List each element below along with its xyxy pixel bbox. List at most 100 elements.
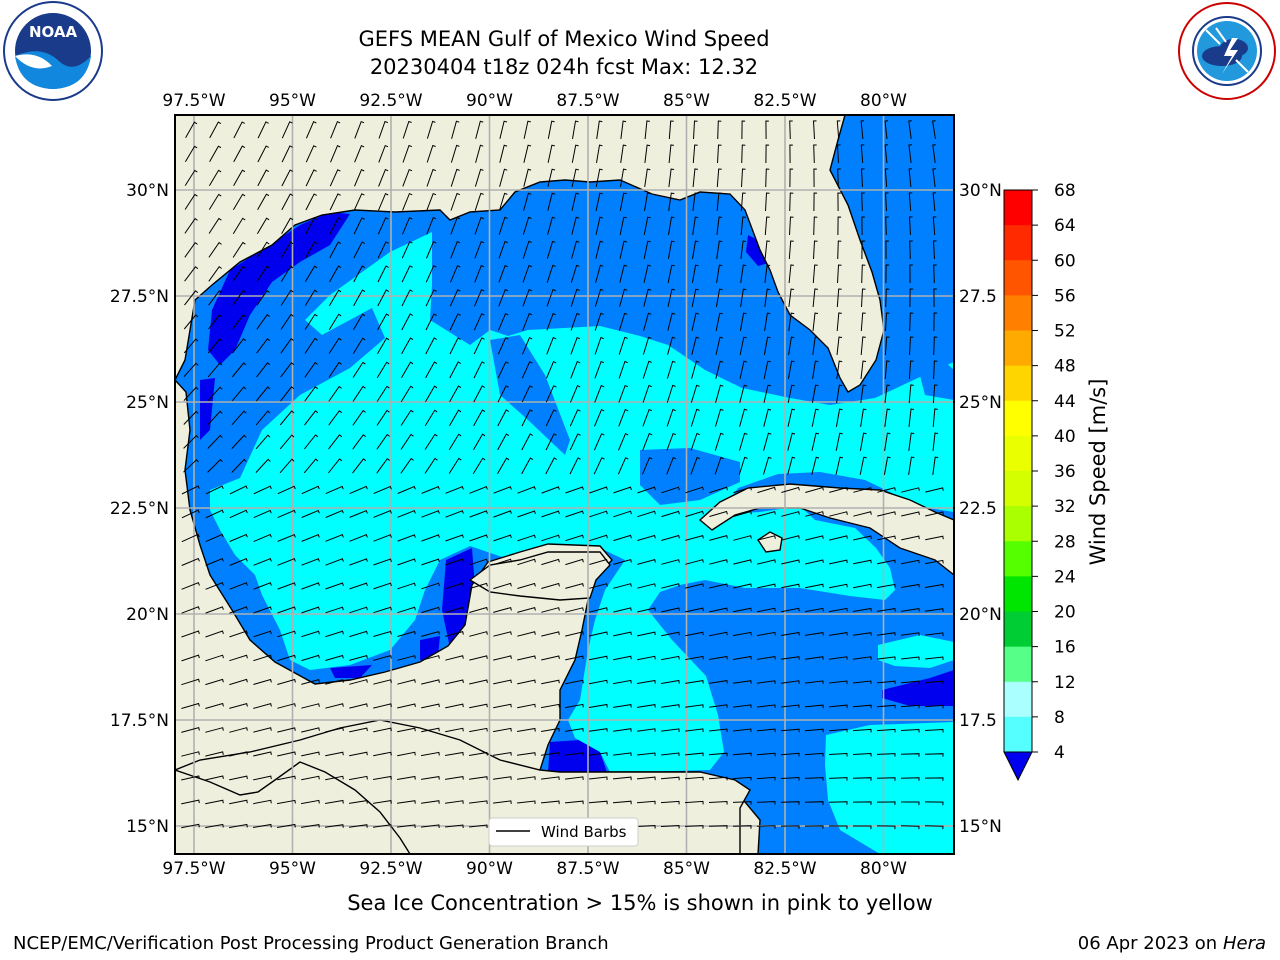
wind-barb bbox=[885, 216, 889, 236]
wind-barb bbox=[589, 534, 608, 542]
wind-barb bbox=[183, 362, 199, 378]
colorbar-band bbox=[1004, 471, 1032, 507]
wind-barb bbox=[685, 631, 704, 637]
wind-barb bbox=[402, 192, 413, 211]
wind-barb bbox=[448, 457, 462, 474]
wind-barb bbox=[253, 799, 272, 805]
wind-barb bbox=[643, 288, 652, 307]
wind-barb bbox=[813, 144, 817, 164]
wind-barb bbox=[541, 655, 560, 661]
wind-barb bbox=[716, 216, 723, 235]
wind-barb bbox=[618, 360, 628, 379]
wind-barb bbox=[253, 558, 272, 566]
colorbar-band bbox=[1004, 681, 1032, 718]
wind-barb bbox=[493, 486, 512, 494]
wind-barb bbox=[301, 703, 320, 709]
wind-barb bbox=[493, 776, 512, 780]
wind-barb bbox=[498, 288, 509, 307]
wind-barb bbox=[541, 510, 560, 518]
wind-barb bbox=[253, 509, 272, 519]
wind-barb bbox=[812, 264, 818, 284]
wind-barb bbox=[445, 655, 464, 661]
wind-barb bbox=[522, 288, 533, 307]
wind-barb bbox=[709, 728, 728, 733]
wind-barb bbox=[304, 361, 318, 378]
colorbar-band bbox=[1004, 435, 1032, 472]
wind-barb bbox=[860, 168, 865, 188]
wind-barb bbox=[445, 776, 464, 780]
wind-barb bbox=[402, 168, 413, 187]
wind-barb bbox=[301, 533, 320, 542]
wind-barb bbox=[668, 120, 674, 140]
wind-barb bbox=[811, 384, 819, 403]
wind-barb bbox=[402, 120, 412, 139]
lon-tick-bottom: 92.5°W bbox=[359, 859, 422, 879]
wind-barb bbox=[667, 336, 676, 355]
wind-barb bbox=[304, 289, 318, 306]
wind-barb bbox=[349, 824, 368, 828]
wind-barb bbox=[521, 457, 534, 475]
colorbar-band bbox=[1004, 295, 1032, 331]
wind-barb bbox=[229, 702, 248, 709]
colorbar-tick-label: 52 bbox=[1054, 322, 1076, 342]
wind-barb bbox=[301, 654, 320, 662]
wind-barb bbox=[277, 799, 296, 805]
wind-barb bbox=[589, 583, 608, 589]
wind-barb bbox=[836, 312, 842, 332]
wind-barb bbox=[813, 168, 817, 188]
wind-barb bbox=[565, 752, 584, 756]
wind-barb bbox=[908, 456, 915, 475]
wind-barb bbox=[205, 630, 224, 638]
wind-barb bbox=[474, 264, 485, 283]
wind-barb bbox=[184, 241, 198, 258]
wind-barb bbox=[637, 510, 656, 518]
wind-barb bbox=[181, 654, 200, 662]
wind-barb bbox=[373, 727, 392, 733]
wind-barb bbox=[909, 264, 913, 284]
wind-barb bbox=[812, 336, 819, 355]
wind-barb bbox=[876, 777, 896, 781]
wind-barb bbox=[932, 456, 939, 475]
wind-barb bbox=[474, 240, 485, 259]
wind-barb bbox=[445, 800, 464, 804]
wind-barb bbox=[925, 656, 944, 661]
wind-barb bbox=[589, 510, 608, 518]
wind-barb bbox=[421, 485, 440, 494]
wind-barb bbox=[474, 168, 484, 187]
wind-barb bbox=[637, 631, 656, 637]
wind-barb bbox=[253, 485, 272, 495]
wind-barb bbox=[373, 824, 392, 828]
wind-barb bbox=[181, 678, 200, 686]
wind-barb bbox=[474, 192, 484, 211]
wind-barb bbox=[781, 680, 800, 684]
wind-barb bbox=[426, 168, 436, 187]
wind-barb bbox=[231, 458, 247, 473]
wind-barb bbox=[540, 800, 560, 805]
wind-barb bbox=[329, 241, 342, 259]
wind-barb bbox=[901, 535, 920, 541]
wind-barb bbox=[593, 433, 605, 451]
wind-barb bbox=[232, 314, 247, 330]
wind-barb bbox=[738, 456, 748, 475]
wind-barb bbox=[812, 312, 819, 331]
wind-barb bbox=[349, 606, 368, 614]
wind-barb bbox=[473, 337, 485, 355]
wind-barb bbox=[280, 313, 294, 330]
wind-barb bbox=[756, 801, 776, 805]
wind-barb bbox=[421, 582, 440, 590]
wind-barb bbox=[685, 607, 704, 613]
wind-barb bbox=[184, 266, 199, 282]
wind-barb bbox=[932, 144, 936, 163]
wind-barb bbox=[545, 409, 557, 427]
wind-barb bbox=[690, 408, 700, 427]
wind-barb bbox=[328, 289, 342, 307]
wind-barb bbox=[709, 559, 728, 565]
wind-barb bbox=[301, 558, 320, 566]
lat-tick-left: 27.5°N bbox=[110, 287, 169, 307]
wind-barb bbox=[884, 144, 889, 164]
wind-barb bbox=[181, 557, 200, 566]
wind-barb bbox=[740, 192, 746, 212]
wind-barb bbox=[589, 607, 608, 613]
wind-barb bbox=[788, 264, 794, 284]
